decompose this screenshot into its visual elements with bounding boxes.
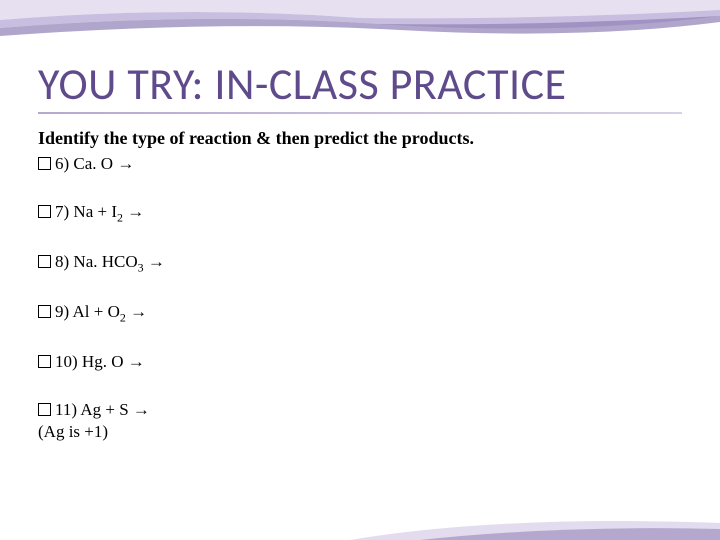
item-number: 10) — [55, 352, 78, 371]
item-number: 9) — [55, 302, 69, 321]
item-formula: Na + I2 → — [73, 202, 144, 221]
bullet-box-icon — [38, 305, 51, 318]
bullet-box-icon — [38, 255, 51, 268]
question-item-8: 8) Na. HCO3 → — [38, 251, 682, 275]
title-underline — [38, 112, 682, 114]
bullet-box-icon — [38, 355, 51, 368]
bottom-decorative-swoosh — [0, 495, 720, 540]
item-number: 11) — [55, 400, 77, 419]
item-formula: Ag + S → — [80, 400, 150, 419]
item-number: 8) — [55, 252, 69, 271]
item-formula: Hg. O → — [82, 352, 145, 371]
question-item-10: 10) Hg. O → — [38, 351, 682, 372]
question-item-11: 11) Ag + S → — [38, 399, 682, 420]
slide-title: YOU TRY: IN-CLASS PRACTICE — [38, 60, 682, 108]
bullet-box-icon — [38, 205, 51, 218]
item-formula: Ca. O → — [73, 154, 134, 173]
bullet-box-icon — [38, 403, 51, 416]
item-note: (Ag is +1) — [38, 422, 682, 442]
bullet-box-icon — [38, 157, 51, 170]
slide-content: YOU TRY: IN-CLASS PRACTICE Identify the … — [38, 60, 682, 459]
question-item-9: 9) Al + O2 → — [38, 301, 682, 325]
instruction-text: Identify the type of reaction & then pre… — [38, 128, 682, 149]
item-number: 6) — [55, 154, 69, 173]
item-number: 7) — [55, 202, 69, 221]
item-formula: Na. HCO3 → — [73, 252, 164, 271]
question-item-7: 7) Na + I2 → — [38, 201, 682, 225]
top-decorative-swoosh — [0, 0, 720, 55]
question-item-6: 6) Ca. O → — [38, 153, 682, 174]
item-formula: Al + O2 → — [72, 302, 147, 321]
